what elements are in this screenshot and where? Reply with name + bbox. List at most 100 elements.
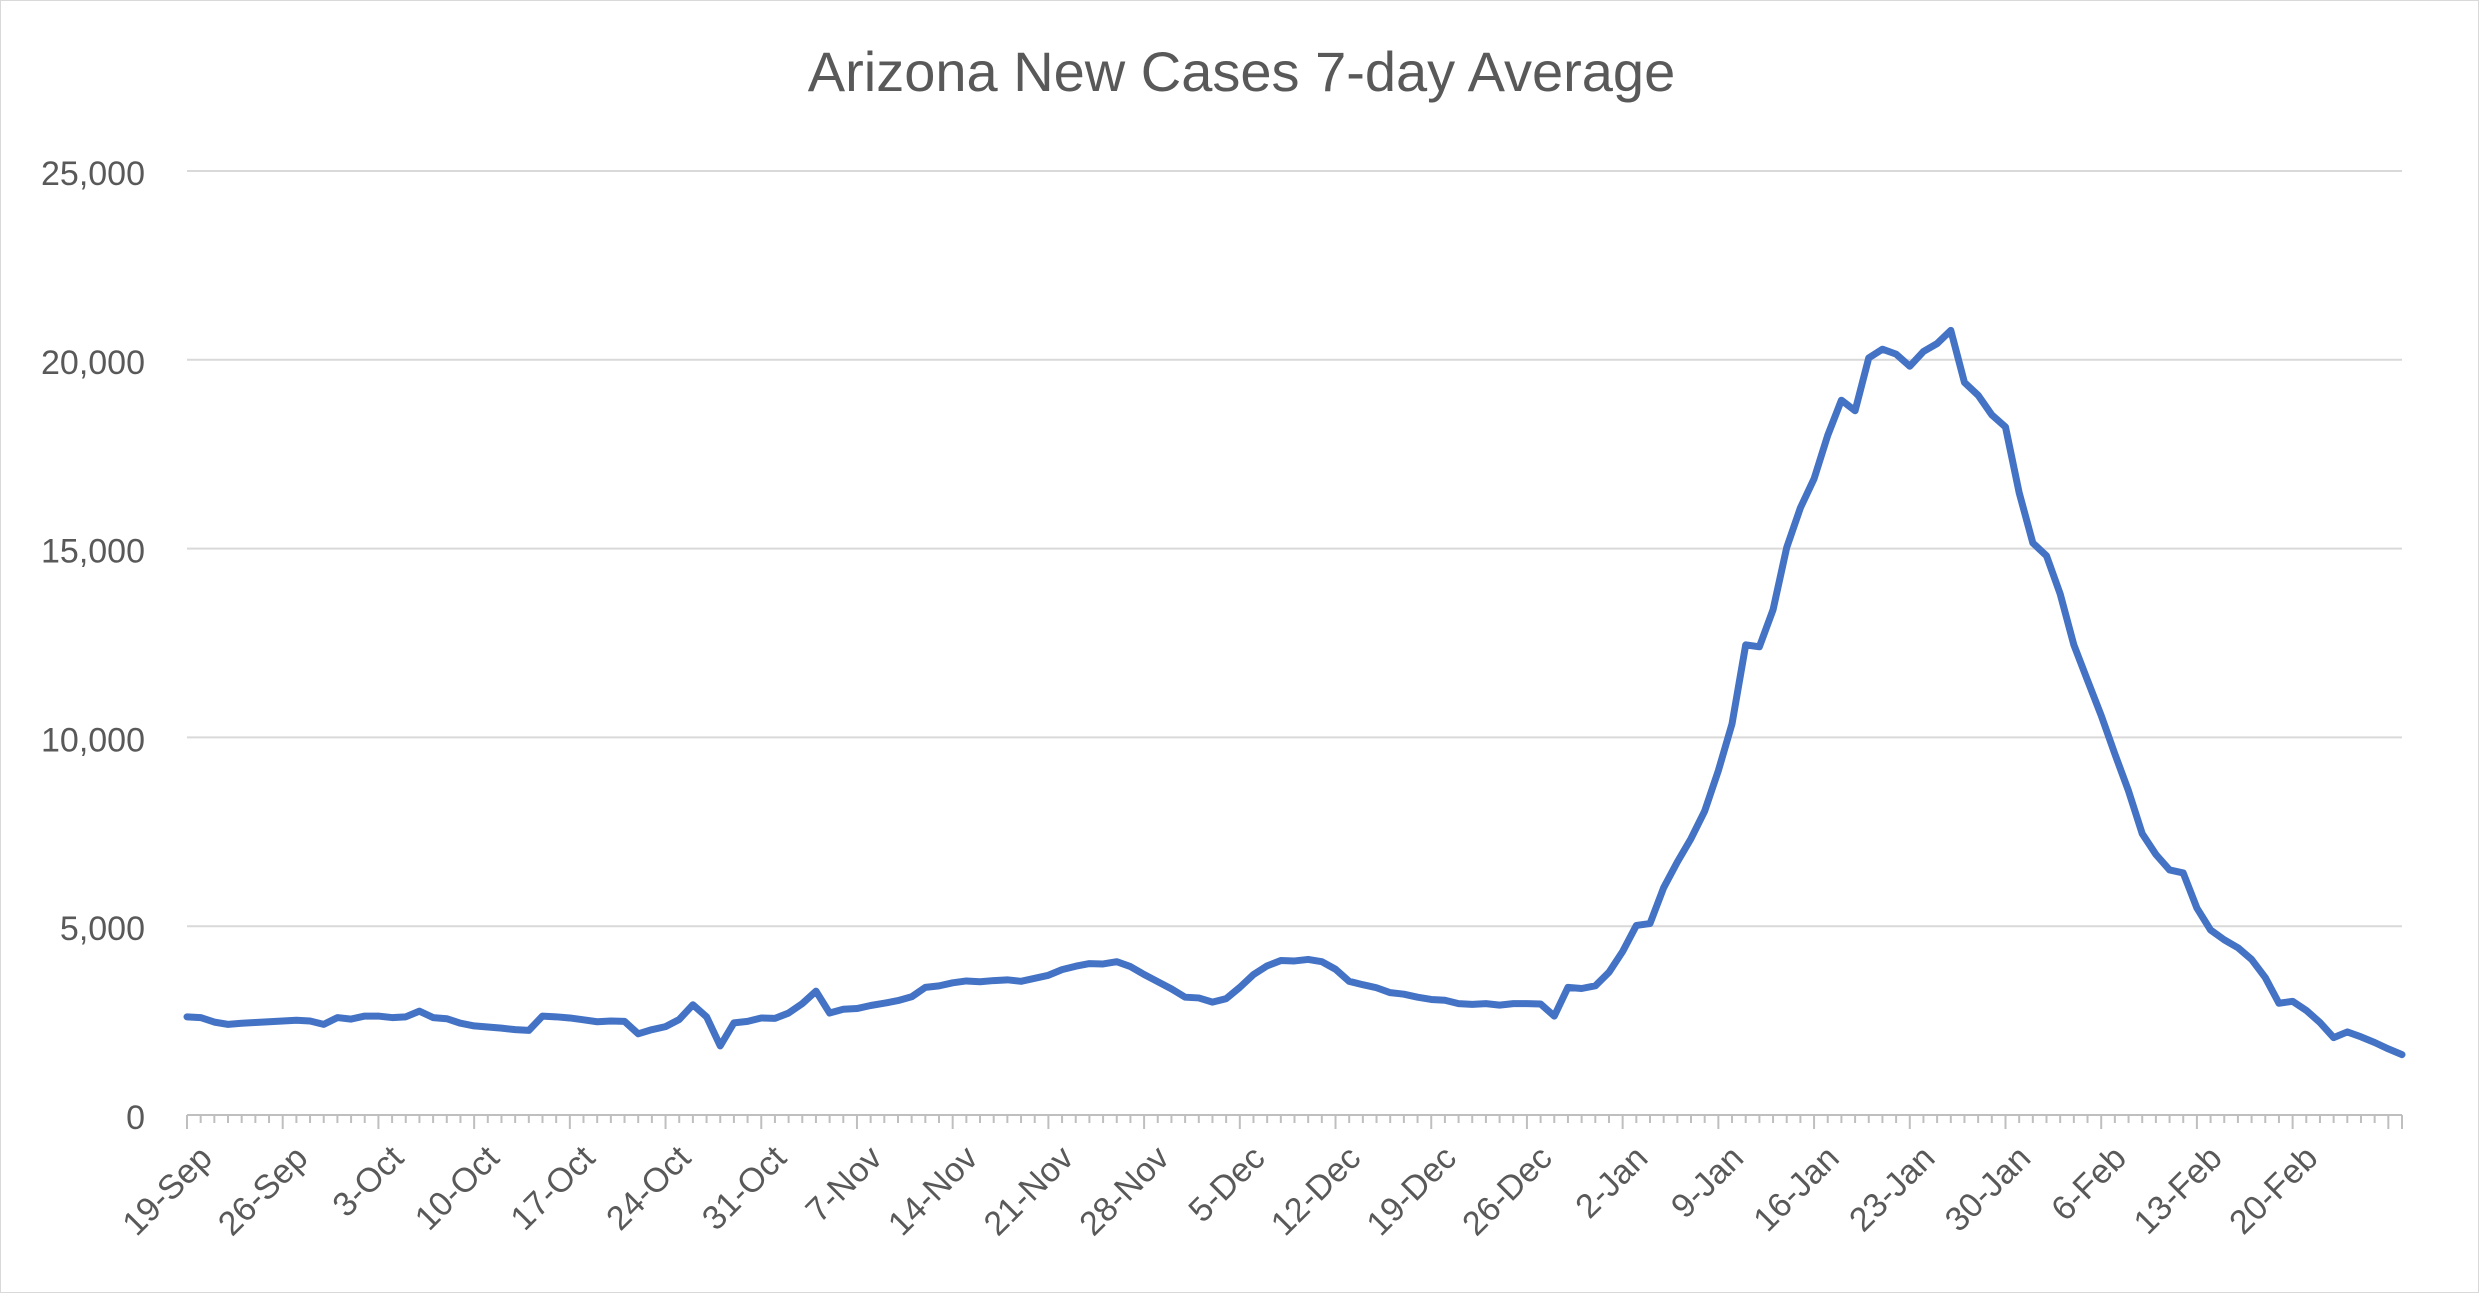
data-point	[1540, 1003, 1542, 1005]
data-point	[1252, 974, 1254, 976]
data-point	[1581, 988, 1583, 990]
data-point	[2004, 426, 2006, 428]
data-point	[2346, 1031, 2348, 1033]
x-tick-label: 26-Dec	[1455, 1139, 1559, 1243]
data-point	[938, 985, 940, 987]
x-tick-label: 23-Jan	[1842, 1139, 1942, 1239]
data-point	[924, 986, 926, 988]
y-tick-label: 5,000	[60, 910, 145, 948]
y-axis-tick-labels: 0 5,000 10,000 15,000 20,000 25,000	[41, 155, 145, 1137]
y-tick-label: 0	[126, 1099, 145, 1137]
gridlines	[187, 170, 2402, 928]
data-point	[1047, 974, 1049, 976]
data-point	[870, 1004, 872, 1006]
data-point	[1526, 1003, 1528, 1005]
data-point	[1280, 960, 1282, 962]
data-point	[2018, 492, 2020, 494]
data-point	[1471, 1003, 1473, 1005]
x-tick-label: 9-Jan	[1664, 1139, 1751, 1226]
data-point	[1895, 353, 1897, 355]
data-point	[1198, 997, 1200, 999]
data-point	[2196, 907, 2198, 909]
data-point	[1758, 646, 1760, 648]
data-point	[1102, 963, 1104, 965]
data-point	[1143, 974, 1145, 976]
data-point	[1184, 996, 1186, 998]
data-point	[1061, 969, 1063, 971]
data-point	[350, 1018, 352, 1020]
x-tick-label: 31-Oct	[695, 1138, 794, 1237]
x-tick-label: 6-Feb	[2044, 1139, 2134, 1229]
data-point	[459, 1022, 461, 1024]
data-point	[952, 982, 954, 984]
data-point	[282, 1020, 284, 1022]
data-point	[1567, 986, 1569, 988]
x-tick-label: 28-Nov	[1072, 1139, 1176, 1243]
data-point	[1006, 979, 1008, 981]
data-point	[1840, 399, 1842, 401]
data-point	[1950, 329, 1952, 331]
data-point	[2100, 714, 2102, 716]
data-point	[651, 1029, 653, 1031]
data-point	[2210, 929, 2212, 931]
data-point	[1731, 723, 1733, 725]
data-point	[1635, 924, 1637, 926]
data-point	[2087, 679, 2089, 681]
data-point	[719, 1045, 721, 1047]
data-point	[268, 1021, 270, 1023]
data-point	[1348, 980, 1350, 982]
data-point	[309, 1020, 311, 1022]
data-point	[1909, 365, 1911, 367]
y-tick-label: 25,000	[41, 155, 145, 193]
data-point	[213, 1021, 215, 1023]
data-point	[2223, 939, 2225, 941]
data-point	[2292, 1000, 2294, 1002]
data-point	[1499, 1004, 1501, 1006]
data-point	[1239, 986, 1241, 988]
data-point	[1594, 985, 1596, 987]
data-point	[2155, 853, 2157, 855]
data-point	[1430, 998, 1432, 1000]
data-point	[1403, 993, 1405, 995]
x-tick-label: 24-Oct	[599, 1138, 698, 1237]
x-tick-label: 21-Nov	[977, 1139, 1081, 1243]
data-point	[1772, 609, 1774, 611]
data-point	[2046, 555, 2048, 557]
data-point	[2319, 1021, 2321, 1023]
data-point	[637, 1033, 639, 1035]
data-point	[2264, 977, 2266, 979]
data-point	[2169, 869, 2171, 871]
data-point	[733, 1022, 735, 1024]
data-point	[254, 1021, 256, 1023]
data-point	[2182, 872, 2184, 874]
data-point	[446, 1018, 448, 1020]
data-point	[405, 1016, 407, 1018]
data-point	[596, 1021, 598, 1023]
data-point	[965, 980, 967, 982]
data-point	[583, 1019, 585, 1021]
data-point	[2073, 644, 2075, 646]
data-point	[1704, 810, 1706, 812]
data-point	[2032, 542, 2034, 544]
data-point	[1622, 950, 1624, 952]
x-tick-label: 30-Jan	[1938, 1139, 2038, 1239]
data-point	[2237, 947, 2239, 949]
data-point	[2141, 833, 2143, 835]
data-point	[2333, 1037, 2335, 1039]
data-point	[1676, 861, 1678, 863]
data-point	[1690, 838, 1692, 840]
data-point	[2059, 593, 2061, 595]
y-tick-label: 15,000	[41, 533, 145, 571]
data-point	[678, 1018, 680, 1020]
data-point	[432, 1017, 434, 1019]
x-tick-label: 3-Oct	[325, 1138, 411, 1224]
data-point	[2251, 958, 2253, 960]
data-point	[2128, 790, 2130, 792]
series-line	[183, 326, 2406, 1059]
x-tick-label: 19-Sep	[115, 1139, 219, 1243]
data-point	[1868, 357, 1870, 359]
data-point	[514, 1029, 516, 1031]
data-point	[801, 1003, 803, 1005]
x-tick-label: 14-Nov	[881, 1139, 985, 1243]
